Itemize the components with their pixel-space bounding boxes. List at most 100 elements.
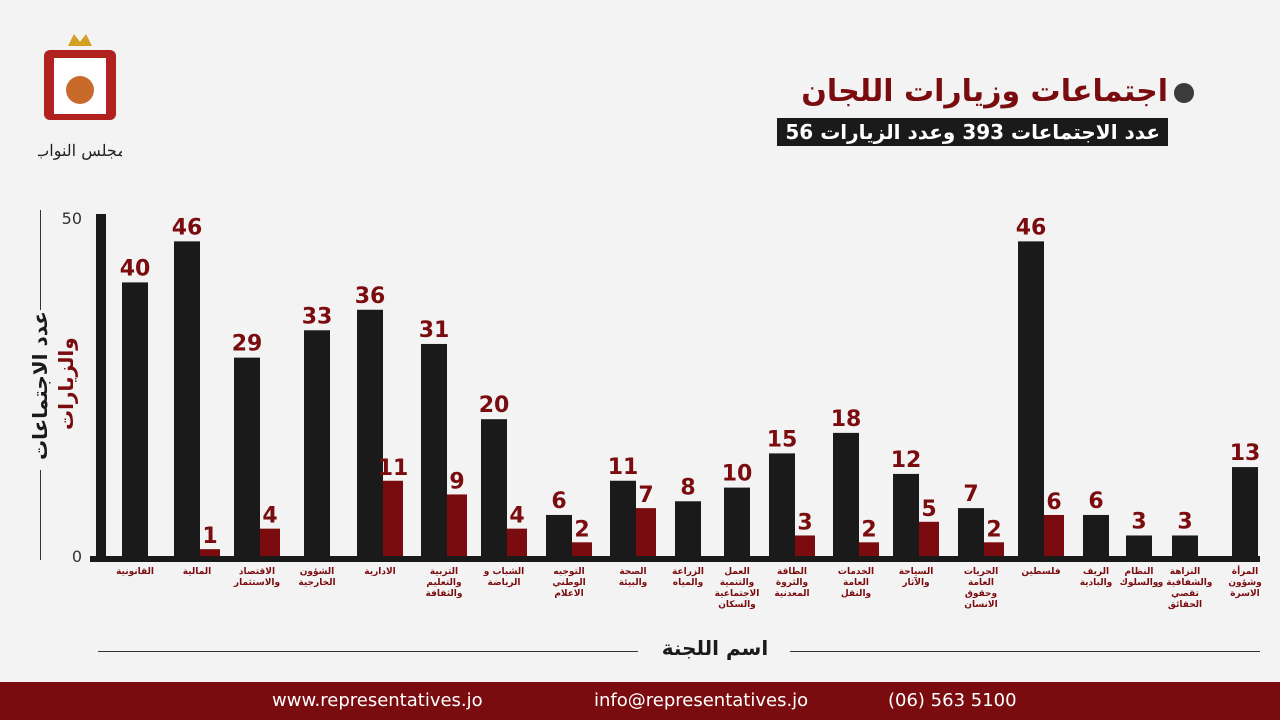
bar-visits (572, 542, 592, 556)
parliament-logo: مجلس النواب (38, 34, 122, 160)
bar-meetings (1232, 467, 1258, 556)
bar-meetings (1172, 535, 1198, 556)
bar-meetings (122, 282, 148, 556)
bar-meetings (675, 501, 701, 556)
x-title-line (98, 651, 638, 652)
footer-phone: (06) 563 5100 (888, 690, 1017, 711)
data-label-meetings: 3 (1131, 509, 1146, 534)
data-label-meetings: 8 (680, 475, 695, 500)
bar-meetings (357, 309, 383, 556)
svg-text:مجلس النواب: مجلس النواب (38, 141, 122, 160)
bar-meetings (958, 508, 984, 556)
category-label: المالية (182, 567, 212, 577)
category-label: الصحة والبيئة (618, 567, 648, 588)
bar-meetings (421, 343, 447, 556)
data-label-visits: 9 (449, 469, 464, 494)
bar-meetings (893, 473, 919, 556)
page-title: اجتماعات وزيارات اللجان (801, 74, 1168, 109)
data-label-meetings: 6 (551, 489, 566, 514)
bar-meetings (769, 453, 795, 556)
y-label-line (40, 210, 41, 310)
bar-meetings (234, 357, 260, 556)
data-label-visits: 2 (861, 517, 876, 542)
footer-email[interactable]: info@representatives.jo (594, 690, 809, 711)
data-label-meetings: 20 (479, 393, 510, 418)
data-label-meetings: 40 (120, 256, 151, 281)
x-axis-title: اسم اللجنة (661, 636, 769, 660)
category-label: السياحة والآثار (898, 567, 934, 588)
category-label: الريف والبادية (1079, 567, 1113, 588)
bar-visits (984, 542, 1004, 556)
data-label-meetings: 10 (722, 462, 753, 487)
category-label: الخدمات العامة والنقل (837, 567, 875, 599)
bar-meetings (1018, 241, 1044, 557)
category-label: النظام والسلوك (1119, 567, 1159, 588)
category-label: الشؤون الخارجية (298, 567, 336, 588)
bar-visits (859, 542, 879, 556)
data-label-meetings: 36 (355, 284, 386, 309)
category-label: فلسطين (1021, 567, 1061, 577)
data-label-meetings: 46 (172, 215, 203, 240)
data-label-meetings: 31 (419, 318, 450, 343)
data-label-visits: 4 (509, 504, 524, 529)
bar-visits (447, 494, 467, 556)
bar-meetings (1083, 514, 1109, 556)
bar-visits (795, 535, 815, 556)
page-subtitle: عدد الاجتماعات 393 وعدد الزيارات 56 (777, 118, 1168, 146)
data-label-visits: 5 (921, 497, 936, 522)
bar-visits (1044, 514, 1064, 556)
data-label-meetings: 12 (891, 448, 922, 473)
data-label-visits: 7 (638, 483, 653, 508)
category-label: الاقتصاد والاستثمار (233, 567, 281, 588)
category-label: الحريات العامة وحقوق الانسان (963, 567, 999, 610)
data-label-meetings: 29 (232, 332, 263, 357)
data-label-visits: 4 (262, 504, 277, 529)
category-label: التوجيه الوطني الاعلام (552, 567, 586, 599)
bar-meetings (610, 480, 636, 556)
y-tick-label: 50 (62, 209, 82, 228)
title-bullet (1174, 83, 1194, 103)
category-label: الشباب و الرياضة (483, 567, 525, 588)
data-label-meetings: 11 (608, 455, 639, 480)
data-label-visits: 11 (378, 456, 409, 481)
category-label: الزراعة والمياه (672, 567, 704, 588)
y-tick-label: 0 (72, 547, 82, 566)
category-label: الادارية (364, 567, 396, 577)
footer: www.representatives.jo info@representati… (0, 682, 1280, 720)
category-label: الطاقة والثروة المعدنية (774, 567, 810, 599)
bar-meetings (546, 514, 572, 556)
y-axis (96, 214, 106, 562)
data-label-meetings: 15 (767, 427, 798, 452)
bar-meetings (304, 330, 330, 556)
bar-meetings (833, 432, 859, 556)
category-label: المرأة وشؤون الاسرة (1228, 567, 1262, 599)
category-label: العمل والتنمية الاجتماعية والسكان (714, 567, 760, 610)
bar-visits (507, 528, 527, 556)
bar-visits (260, 528, 280, 556)
data-label-meetings: 46 (1016, 215, 1047, 240)
data-label-meetings: 6 (1088, 489, 1103, 514)
bar-visits (919, 521, 939, 556)
data-label-visits: 1 (202, 524, 217, 549)
category-label: القانونية (116, 567, 154, 577)
data-label-visits: 3 (797, 510, 812, 535)
category-label: التربية والتعليم والثقافة (425, 567, 463, 599)
bar-visits (636, 508, 656, 556)
bar-meetings (481, 419, 507, 556)
bar-meetings (174, 241, 200, 557)
category-label: النزاهة والشفافية و تقصي الحقائق (1157, 567, 1213, 610)
data-label-meetings: 7 (963, 482, 978, 507)
bar-visits (383, 480, 403, 556)
data-label-visits: 6 (1046, 490, 1061, 515)
bar-meetings (724, 487, 750, 556)
bar-visits (200, 549, 220, 556)
footer-website[interactable]: www.representatives.jo (272, 690, 483, 711)
y-label-line (40, 470, 41, 560)
x-axis (90, 556, 1260, 562)
data-label-meetings: 33 (302, 304, 333, 329)
data-label-meetings: 13 (1230, 441, 1261, 466)
data-label-visits: 2 (986, 517, 1001, 542)
data-label-meetings: 18 (831, 407, 862, 432)
x-title-line (790, 651, 1260, 652)
